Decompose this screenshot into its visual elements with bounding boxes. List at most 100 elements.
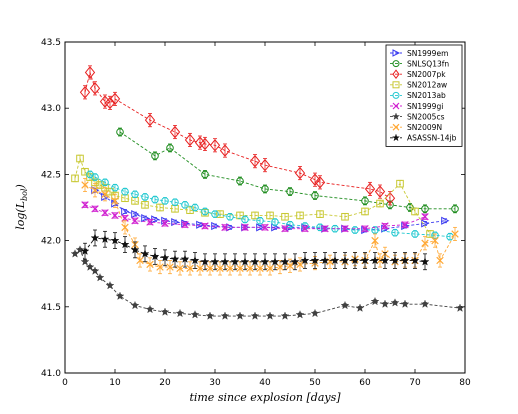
data-point [381,222,389,230]
data-point [421,213,429,221]
data-point [209,138,221,152]
legend-marker [391,112,401,121]
data-point [391,228,399,237]
series-asassn-14jb [80,229,430,271]
data-point [400,255,410,265]
data-point [201,170,209,179]
data-point [384,191,396,205]
legend-label: SN1999em [407,49,448,58]
data-point [80,246,90,256]
data-point [246,264,254,273]
legend-marker [392,49,401,57]
data-point [75,245,85,254]
data-point [210,257,220,266]
data-point [310,255,320,265]
data-point [116,128,124,136]
data-point [235,311,245,320]
data-point [166,263,174,271]
data-point [380,299,390,309]
data-point [420,257,430,266]
data-point [360,255,370,265]
data-point [421,219,430,228]
data-point [251,211,259,220]
data-point [141,213,150,223]
data-point [259,158,271,172]
data-point [296,260,304,269]
data-point [340,300,350,310]
series-snlsq13fn [116,127,459,214]
data-point [199,137,211,151]
data-point [181,220,189,229]
data-point [190,255,200,265]
legend-label: SN2007pk [407,70,446,79]
data-point [265,311,275,320]
data-point [280,311,290,320]
x-tick-label: 0 [62,378,68,388]
data-point [374,185,386,198]
data-point [156,203,164,212]
data-point [85,262,95,271]
x-tick-label: 80 [459,378,471,388]
legend-entry: SN1999gi [390,102,443,111]
data-point [351,226,359,234]
legend-entry: ASASSN-14jb [390,133,457,143]
legend-marker [391,133,401,142]
data-point [400,299,410,309]
data-point [144,113,156,127]
data-point [260,257,270,266]
data-point [396,179,404,188]
data-point [341,224,349,233]
data-point [361,224,369,233]
data-point [406,203,414,212]
data-point [230,257,240,266]
data-point [311,191,319,200]
data-point [201,222,209,230]
data-point [281,212,289,221]
data-point [101,209,109,217]
data-point [216,210,224,218]
data-point [300,255,310,265]
data-point [145,304,155,314]
data-point [196,264,204,273]
series-sn2009n [81,177,459,276]
x-tick-label: 50 [309,378,321,388]
data-point [286,220,294,229]
data-point [175,308,185,318]
data-point [136,256,144,265]
data-point [295,309,305,319]
series-sn1999gi [81,201,429,233]
data-point [220,257,230,266]
data-point [226,223,235,232]
data-point [371,236,379,245]
data-point [314,176,326,189]
data-point [130,245,140,254]
data-point [205,311,215,320]
data-point [169,125,181,139]
data-point [361,207,369,216]
data-point [170,254,180,263]
legend-entry: SNLSQ13fn [390,59,449,68]
data-point [271,218,279,226]
data-point [370,255,380,265]
x-tick-label: 60 [359,378,371,388]
data-point [184,133,196,147]
data-point [355,303,365,312]
legend-label: SN2013ab [407,91,446,100]
data-marks [70,65,465,320]
data-point [376,199,384,208]
legend-entry: SN2005cs [390,112,445,121]
data-point [105,280,115,290]
legend-label: ASASSN-14jb [407,134,457,143]
legend-entry: SN2007pk [390,69,446,80]
data-point [266,264,274,273]
x-tick-label: 20 [159,378,171,388]
y-tick-label: 43.5 [41,38,61,48]
data-point [431,236,439,245]
legend-entry: SN2012aw [390,81,447,90]
data-point [141,193,149,201]
data-point [266,211,274,220]
data-point [436,256,444,265]
legend-marker [392,60,400,68]
data-point [100,234,110,244]
series-sn2007pk [79,65,396,206]
